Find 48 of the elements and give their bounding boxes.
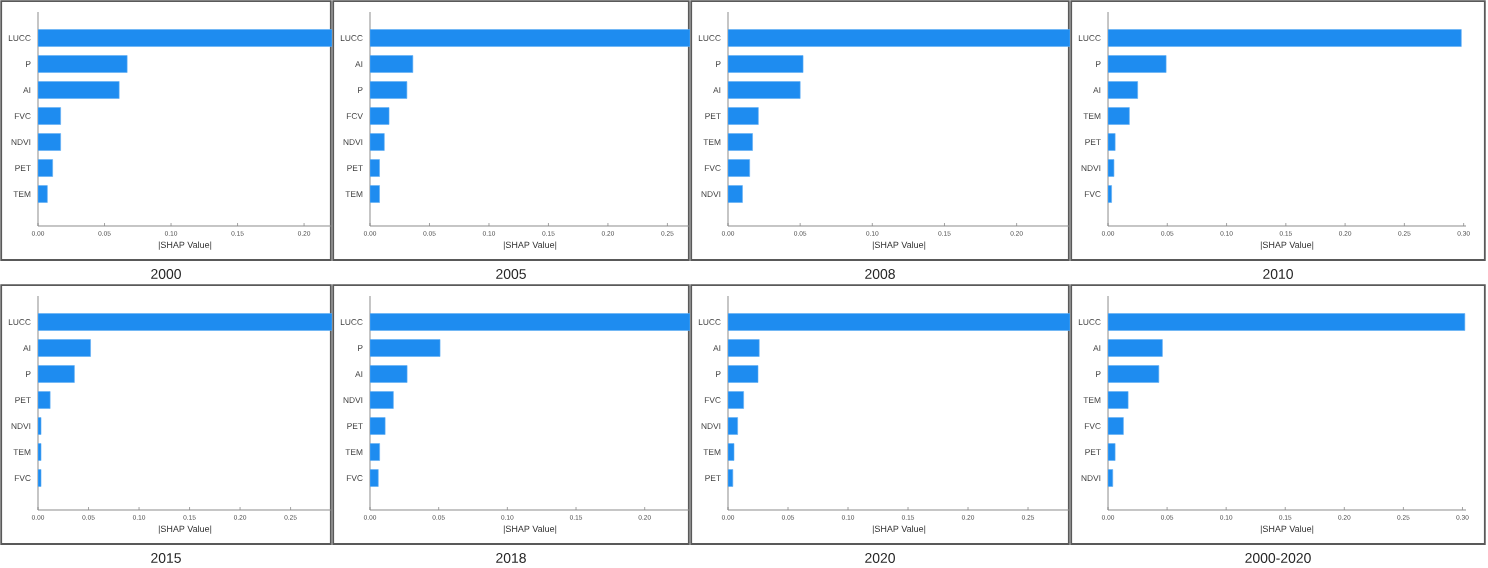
bar: [38, 55, 128, 73]
bar: [370, 81, 408, 99]
bar: [1108, 313, 1466, 331]
bar: [370, 55, 414, 73]
bar: [1108, 133, 1116, 151]
bar: [370, 29, 691, 47]
bar: [728, 313, 1071, 331]
bar: [370, 107, 390, 125]
bar: [728, 185, 743, 203]
bar: [728, 159, 750, 177]
bar: [728, 417, 738, 435]
bar: [38, 29, 332, 47]
bar: [728, 81, 801, 99]
bar: [1108, 469, 1114, 487]
bar: [370, 391, 394, 409]
bar: [1108, 391, 1129, 409]
bar: [370, 469, 379, 487]
bar: [38, 339, 91, 357]
bar: [1108, 81, 1138, 99]
bar: [1108, 365, 1160, 383]
bar: [1108, 417, 1124, 435]
bar: [1108, 339, 1163, 357]
bar: [728, 55, 804, 73]
bar: [728, 365, 759, 383]
bar: [38, 365, 75, 383]
bar: [728, 391, 744, 409]
bar: [370, 185, 380, 203]
bar: [728, 469, 734, 487]
bar: [1108, 107, 1130, 125]
bar: [728, 107, 759, 125]
bar: [370, 313, 691, 331]
bar: [1108, 29, 1462, 47]
bar: [728, 443, 735, 461]
bar: [728, 29, 1071, 47]
bar: [38, 313, 333, 331]
bar: [370, 339, 441, 357]
bar: [1108, 443, 1116, 461]
bar: [1108, 55, 1167, 73]
bar: [370, 443, 380, 461]
bar: [38, 81, 120, 99]
bar: [370, 417, 386, 435]
bar: [38, 391, 51, 409]
bar: [370, 159, 380, 177]
bar: [370, 365, 408, 383]
bar: [728, 339, 760, 357]
bar: [1108, 159, 1115, 177]
bar: [728, 133, 753, 151]
bar: [370, 133, 385, 151]
